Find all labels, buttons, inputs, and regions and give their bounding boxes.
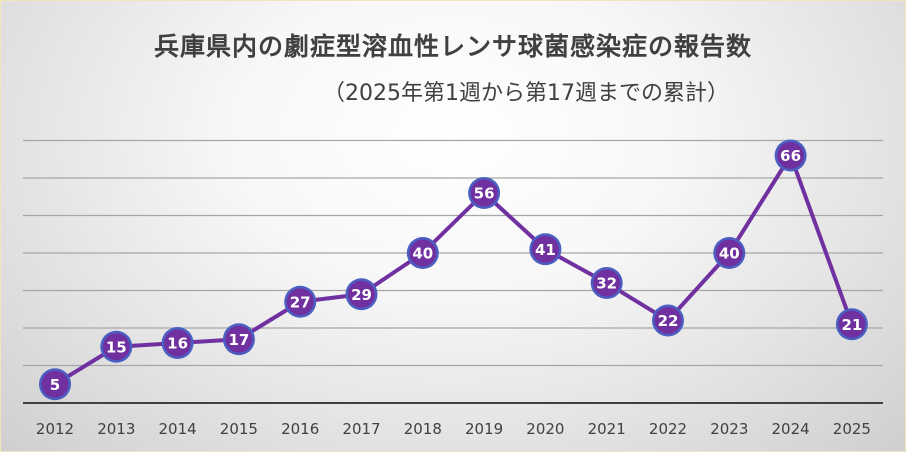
x-tick-label: 2024 (772, 420, 810, 438)
x-tick-label: 2022 (649, 420, 687, 438)
data-label: 17 (228, 331, 249, 349)
data-point-marker-inner (286, 288, 314, 316)
x-tick-label: 2015 (220, 420, 258, 438)
x-tick-label: 2016 (281, 420, 319, 438)
data-point-marker-inner (593, 269, 621, 297)
data-point-marker-inner (777, 142, 805, 169)
data-label: 56 (474, 185, 495, 203)
data-label: 5 (50, 376, 60, 394)
x-tick-label: 2014 (159, 420, 197, 438)
x-tick-label: 2017 (342, 420, 380, 438)
data-point-marker-inner (164, 329, 192, 357)
chart-subtitle: （2025年第1週から第17週までの累計） (323, 81, 729, 106)
x-tick-label: 2025 (833, 420, 871, 438)
x-tick-label: 2018 (404, 420, 442, 438)
x-tick-label: 2023 (710, 420, 748, 438)
x-tick-label: 2021 (588, 420, 626, 438)
data-label: 66 (780, 147, 801, 165)
data-point-marker-inner (41, 370, 69, 398)
data-point-marker-inner (348, 280, 375, 308)
data-label: 29 (351, 286, 372, 304)
data-label: 32 (596, 275, 617, 293)
data-label: 27 (290, 293, 311, 311)
x-tick-label: 2020 (526, 420, 564, 438)
data-point-marker-inner (715, 239, 743, 267)
data-point-marker-inner (225, 325, 253, 353)
data-label: 21 (841, 316, 862, 334)
x-tick-label: 2019 (465, 420, 503, 438)
data-label: 16 (167, 335, 188, 353)
chart-title: 兵庫県内の劇症型溶血性レンサ球菌感染症の報告数 (153, 32, 752, 61)
data-point-marker-inner (102, 333, 130, 361)
data-label: 22 (658, 312, 679, 330)
data-point-marker-inner (470, 179, 498, 207)
data-point-marker-inner (409, 239, 437, 267)
data-label: 40 (719, 245, 740, 263)
x-tick-label: 2013 (97, 420, 135, 438)
data-label: 40 (412, 245, 433, 263)
data-point-marker-inner (838, 310, 866, 338)
data-label: 15 (106, 338, 127, 356)
x-tick-label: 2012 (36, 420, 74, 438)
data-point-marker-inner (654, 307, 682, 334)
data-point-marker-inner (531, 235, 559, 263)
data-label: 41 (535, 241, 556, 259)
